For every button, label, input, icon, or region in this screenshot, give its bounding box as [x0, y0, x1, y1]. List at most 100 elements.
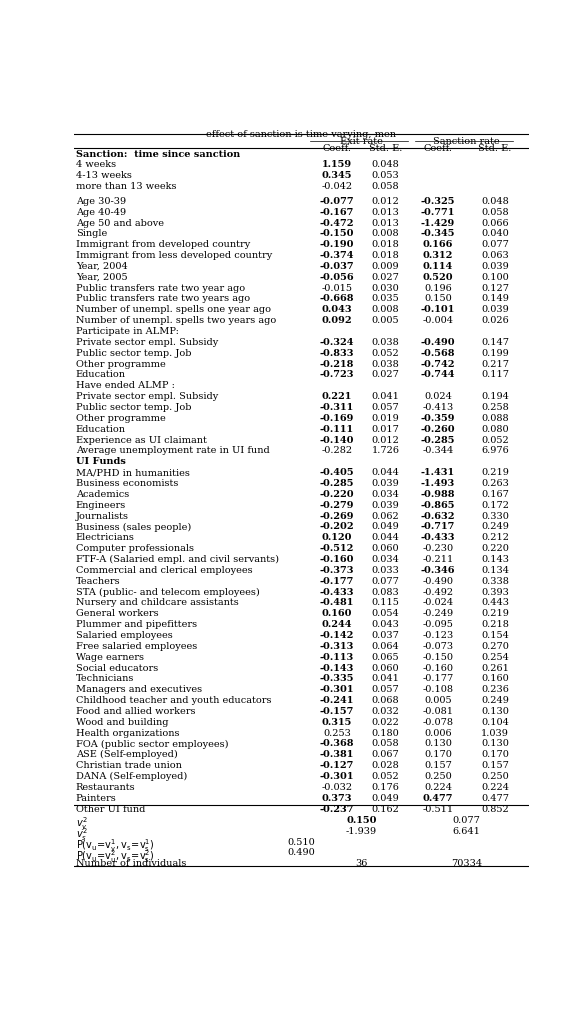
Text: ASE (Self-employed): ASE (Self-employed): [76, 750, 178, 759]
Text: 0.039: 0.039: [481, 262, 509, 271]
Text: Public transfers rate two year ago: Public transfers rate two year ago: [76, 283, 245, 293]
Text: Number of individuals: Number of individuals: [76, 859, 186, 869]
Text: Wage earners: Wage earners: [76, 653, 144, 662]
Text: 0.052: 0.052: [372, 772, 399, 781]
Text: effect of sanction is time-varying, men: effect of sanction is time-varying, men: [206, 130, 396, 139]
Text: Business (sales people): Business (sales people): [76, 523, 191, 532]
Text: 0.035: 0.035: [372, 295, 399, 304]
Text: 0.049: 0.049: [372, 523, 399, 531]
Text: -0.368: -0.368: [320, 740, 354, 749]
Text: MA/PHD in humanities: MA/PHD in humanities: [76, 469, 190, 477]
Text: 0.039: 0.039: [372, 500, 399, 509]
Text: 0.490: 0.490: [288, 848, 315, 857]
Text: Std. E.: Std. E.: [369, 144, 402, 153]
Text: -1.493: -1.493: [421, 479, 455, 488]
Text: -0.723: -0.723: [320, 370, 354, 380]
Text: 0.150: 0.150: [346, 815, 376, 825]
Text: 0.052: 0.052: [481, 436, 509, 445]
Text: 0.092: 0.092: [322, 316, 352, 325]
Text: Other UI fund: Other UI fund: [76, 805, 145, 813]
Text: 0.220: 0.220: [481, 544, 509, 553]
Text: 0.044: 0.044: [372, 533, 400, 542]
Text: FOA (public sector employees): FOA (public sector employees): [76, 740, 228, 749]
Text: 0.012: 0.012: [372, 196, 400, 206]
Text: 0.170: 0.170: [424, 750, 452, 759]
Text: 0.009: 0.009: [372, 262, 399, 271]
Text: 0.063: 0.063: [481, 251, 509, 260]
Text: 0.176: 0.176: [372, 783, 400, 792]
Text: Education: Education: [76, 425, 126, 434]
Text: 0.058: 0.058: [372, 740, 399, 749]
Text: -0.481: -0.481: [320, 598, 354, 608]
Text: -0.512: -0.512: [320, 544, 354, 553]
Text: 0.038: 0.038: [372, 338, 399, 347]
Text: -0.211: -0.211: [422, 555, 454, 564]
Text: -0.433: -0.433: [320, 587, 354, 596]
Text: -0.220: -0.220: [320, 490, 354, 499]
Text: -0.037: -0.037: [320, 262, 354, 271]
Text: 0.054: 0.054: [372, 610, 399, 618]
Text: 0.236: 0.236: [481, 685, 509, 695]
Text: 0.027: 0.027: [372, 273, 400, 281]
Text: 0.130: 0.130: [481, 740, 509, 749]
Text: 0.033: 0.033: [372, 566, 400, 575]
Text: 4-13 weeks: 4-13 weeks: [76, 171, 132, 180]
Text: Plummer and pipefitters: Plummer and pipefitters: [76, 620, 197, 629]
Text: 0.154: 0.154: [481, 631, 509, 640]
Text: 0.312: 0.312: [423, 251, 453, 260]
Text: 0.013: 0.013: [372, 219, 400, 227]
Text: -0.042: -0.042: [321, 182, 352, 191]
Text: FTF-A (Salaried empl. and civil servants): FTF-A (Salaried empl. and civil servants…: [76, 555, 279, 564]
Text: STA (public- and telecom employees): STA (public- and telecom employees): [76, 587, 259, 596]
Text: -0.160: -0.160: [423, 664, 453, 672]
Text: Academics: Academics: [76, 490, 129, 499]
Text: Education: Education: [76, 370, 126, 380]
Text: -0.202: -0.202: [320, 523, 354, 531]
Text: 0.019: 0.019: [372, 414, 399, 422]
Text: -0.249: -0.249: [423, 610, 453, 618]
Text: 0.048: 0.048: [372, 161, 399, 170]
Text: Electricians: Electricians: [76, 533, 135, 542]
Text: 0.060: 0.060: [372, 544, 399, 553]
Text: Engineers: Engineers: [76, 500, 126, 509]
Text: 4 weeks: 4 weeks: [76, 161, 116, 170]
Text: Other programme: Other programme: [76, 360, 166, 368]
Text: 0.005: 0.005: [372, 316, 399, 325]
Text: -0.771: -0.771: [421, 208, 455, 217]
Text: 0.130: 0.130: [424, 740, 452, 749]
Text: -0.177: -0.177: [320, 577, 354, 586]
Text: 0.077: 0.077: [481, 240, 509, 250]
Text: -0.169: -0.169: [320, 414, 354, 422]
Text: 0.049: 0.049: [372, 794, 399, 803]
Text: 0.032: 0.032: [372, 707, 400, 716]
Text: -0.381: -0.381: [320, 750, 354, 759]
Text: Journalists: Journalists: [76, 512, 129, 521]
Text: Coeff.: Coeff.: [322, 144, 352, 153]
Text: -0.346: -0.346: [421, 566, 455, 575]
Text: 0.065: 0.065: [372, 653, 399, 662]
Text: 0.130: 0.130: [481, 707, 509, 716]
Text: -0.490: -0.490: [423, 577, 453, 586]
Text: Sanction:  time since sanction: Sanction: time since sanction: [76, 149, 240, 159]
Text: 0.027: 0.027: [372, 370, 400, 380]
Text: 0.249: 0.249: [481, 523, 509, 531]
Text: Public sector temp. Job: Public sector temp. Job: [76, 403, 191, 412]
Text: -0.241: -0.241: [320, 696, 354, 705]
Text: Public sector temp. Job: Public sector temp. Job: [76, 349, 191, 358]
Text: 0.060: 0.060: [372, 664, 399, 672]
Text: Participate in ALMP:: Participate in ALMP:: [76, 327, 179, 336]
Text: 0.041: 0.041: [372, 674, 400, 683]
Text: Nursery and childcare assistants: Nursery and childcare assistants: [76, 598, 239, 608]
Text: 0.520: 0.520: [423, 273, 453, 281]
Text: 0.117: 0.117: [481, 370, 509, 380]
Text: 0.217: 0.217: [481, 360, 509, 368]
Text: Sanction rate: Sanction rate: [433, 137, 500, 146]
Text: -0.282: -0.282: [321, 446, 352, 455]
Text: -0.374: -0.374: [320, 251, 354, 260]
Text: 0.199: 0.199: [481, 349, 509, 358]
Text: -0.742: -0.742: [421, 360, 455, 368]
Text: 0.013: 0.013: [372, 208, 400, 217]
Text: 0.120: 0.120: [322, 533, 352, 542]
Text: 0.077: 0.077: [453, 815, 480, 825]
Text: 0.147: 0.147: [481, 338, 509, 347]
